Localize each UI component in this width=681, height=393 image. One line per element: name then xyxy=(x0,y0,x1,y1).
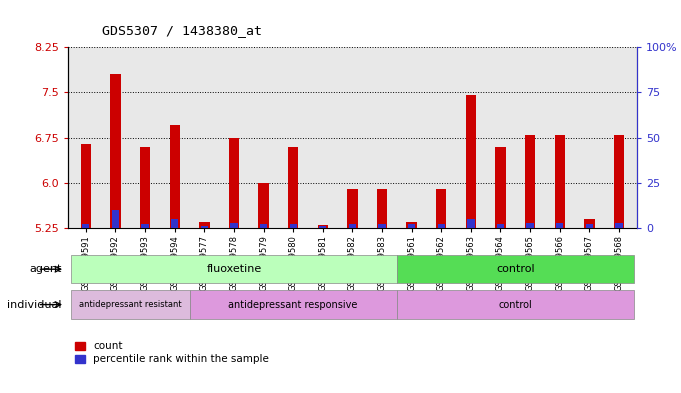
Bar xyxy=(189,290,397,319)
Bar xyxy=(288,147,298,228)
Bar xyxy=(379,224,385,228)
Bar xyxy=(436,189,447,228)
Bar xyxy=(82,224,89,228)
Bar xyxy=(317,225,328,228)
Bar xyxy=(80,143,91,228)
Bar xyxy=(467,219,475,228)
Bar xyxy=(556,222,563,228)
Bar xyxy=(349,224,356,228)
Bar xyxy=(229,138,239,228)
Bar xyxy=(614,134,624,228)
Bar xyxy=(142,224,148,228)
Text: control: control xyxy=(496,264,535,274)
Bar xyxy=(525,134,535,228)
Bar xyxy=(397,290,634,319)
Text: fluoxetine: fluoxetine xyxy=(206,264,262,274)
Bar xyxy=(408,224,415,228)
Bar xyxy=(438,224,445,228)
Bar xyxy=(289,224,297,228)
Bar xyxy=(110,74,121,228)
Bar xyxy=(201,226,208,228)
Bar xyxy=(170,125,180,228)
Bar xyxy=(199,222,210,228)
Bar xyxy=(377,189,387,228)
Bar xyxy=(526,222,534,228)
Text: GDS5307 / 1438380_at: GDS5307 / 1438380_at xyxy=(102,24,262,37)
Bar xyxy=(495,147,506,228)
Legend: count, percentile rank within the sample: count, percentile rank within the sample xyxy=(74,339,271,367)
Bar xyxy=(616,222,622,228)
Bar xyxy=(258,183,269,228)
Bar xyxy=(319,226,326,228)
Bar xyxy=(71,255,397,283)
Text: agent: agent xyxy=(29,264,61,274)
Bar xyxy=(230,222,238,228)
Bar xyxy=(71,290,189,319)
Bar xyxy=(112,210,119,228)
Bar xyxy=(407,222,417,228)
Bar xyxy=(140,147,151,228)
Bar xyxy=(586,224,593,228)
Bar xyxy=(171,219,178,228)
Text: antidepressant resistant: antidepressant resistant xyxy=(79,300,182,309)
Bar xyxy=(497,224,504,228)
Text: antidepressant responsive: antidepressant responsive xyxy=(229,299,358,310)
Bar xyxy=(260,224,267,228)
Bar xyxy=(466,95,476,228)
Bar xyxy=(554,134,565,228)
Text: control: control xyxy=(498,299,532,310)
Bar xyxy=(347,189,358,228)
Bar xyxy=(584,219,595,228)
Text: individual: individual xyxy=(7,299,61,310)
Bar xyxy=(397,255,634,283)
